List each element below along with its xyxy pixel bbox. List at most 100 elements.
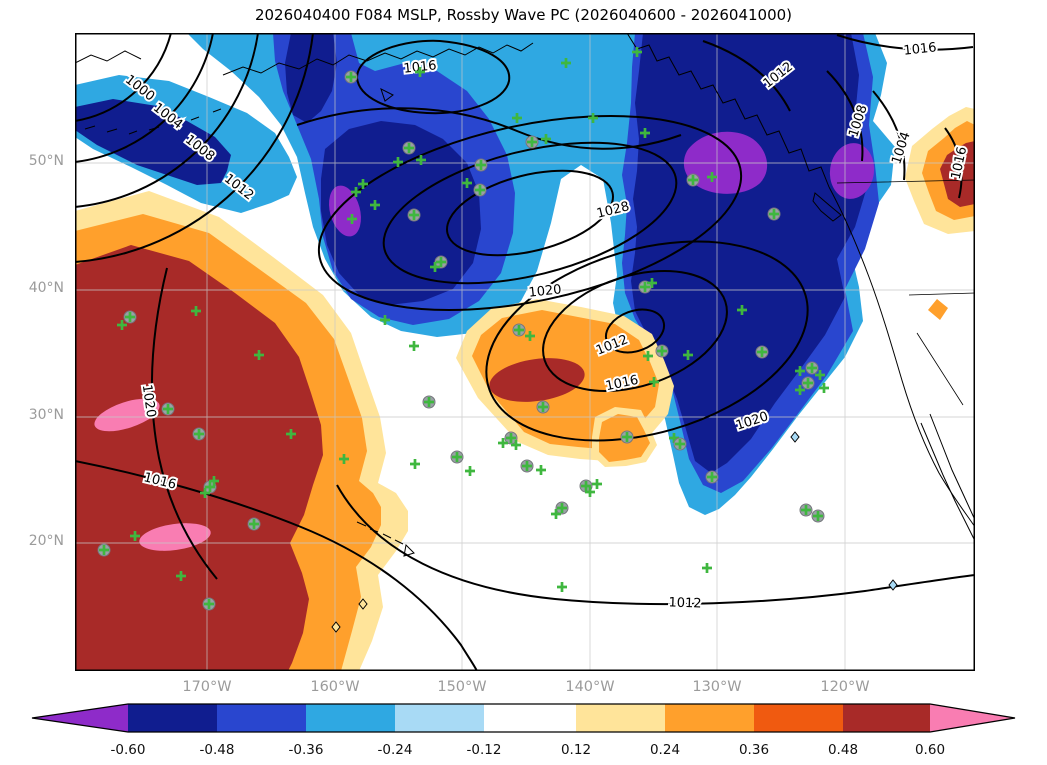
obs-marker-plus — [707, 172, 717, 182]
obs-marker-plus — [130, 531, 140, 541]
yellow-diamond-symbol — [331, 621, 341, 633]
colorbar-under-arrow — [32, 704, 128, 732]
contour-1000 — [75, 33, 172, 122]
x-tick-150w: 150°W — [437, 679, 487, 695]
obs-marker-plus — [683, 350, 693, 360]
map-plot: 1000100410081012101610281020101210161020… — [75, 33, 975, 671]
obs-marker-plus — [757, 347, 767, 357]
colorbar-segment — [843, 704, 930, 732]
colorbar-tick-label: -0.48 — [200, 742, 235, 758]
obs-marker-plus — [588, 113, 598, 123]
obs-marker-plus — [416, 155, 426, 165]
small-symbols-layer — [331, 431, 898, 633]
obs-marker-plus — [675, 439, 685, 449]
obs-marker-plus — [815, 370, 825, 380]
pc-positive-east-diamond — [928, 299, 948, 320]
x-tick-120w: 120°W — [820, 679, 870, 695]
markers-layer — [97, 47, 829, 611]
pc-positive-east-darkred — [940, 141, 975, 207]
obs-marker-plus — [769, 209, 779, 219]
obs-marker-plus — [380, 315, 390, 325]
colorbar-over-arrow — [930, 704, 1015, 732]
contour-1016-sw — [75, 460, 478, 671]
obs-marker-plus — [807, 363, 817, 373]
gridlines — [75, 33, 975, 671]
obs-marker-plus — [801, 505, 811, 515]
obs-marker-plus — [514, 325, 524, 335]
obs-marker-plus — [205, 482, 215, 492]
coastlines — [75, 33, 975, 557]
pc-negative-central-navy-arm — [285, 33, 337, 123]
cyan-diamond-symbol — [790, 431, 800, 443]
contour-1012-nw — [75, 33, 314, 263]
colorbar-outline — [31, 703, 1016, 733]
x-tick-160w: 160°W — [310, 679, 360, 695]
colorbar-segment — [484, 704, 576, 732]
obs-marker-plus — [657, 346, 667, 356]
obs-marker-plus — [117, 320, 127, 330]
obs-marker-plus — [819, 383, 829, 393]
colorbar-segment — [128, 704, 217, 732]
obs-marker-plus — [536, 465, 546, 475]
y-tick-50n: 50°N — [28, 153, 64, 169]
colorbar-tick-label: 0.24 — [650, 742, 680, 758]
contour-1008-ne — [826, 70, 864, 162]
obs-marker-plus — [436, 257, 446, 267]
obs-marker-plus — [191, 306, 201, 316]
obs-marker-plus — [647, 278, 657, 288]
colorbar-segment — [306, 704, 395, 732]
map-frame — [75, 33, 975, 671]
contour-1020-high — [317, 115, 743, 311]
colorbar-tick-label: 0.12 — [561, 742, 591, 758]
obs-marker-plus — [702, 563, 712, 573]
obs-marker-plus — [640, 128, 650, 138]
obs-marker-plus — [209, 476, 219, 486]
y-tick-30n: 30°N — [28, 407, 64, 423]
colorbar-segment — [395, 704, 484, 732]
obs-marker-plus — [632, 47, 642, 57]
obs-marker-plus — [465, 466, 475, 476]
obs-marker-plus — [511, 440, 521, 450]
obs-marker-plus — [551, 509, 561, 519]
obs-marker-plus — [452, 452, 462, 462]
fill-contours — [75, 33, 975, 671]
obs-marker-plus — [669, 433, 679, 443]
obs-marker-plus — [707, 472, 717, 482]
coast-baja — [920, 413, 975, 542]
chart-title: 2026040400 F084 MSLP, Rossby Wave PC (20… — [254, 6, 793, 24]
obs-marker-plus — [462, 178, 472, 188]
coast-west-coast — [828, 186, 975, 528]
contour-label: 1020 — [528, 282, 562, 300]
colorbar-tick-label: 0.36 — [739, 742, 769, 758]
obs-marker-plus — [163, 404, 173, 414]
obs-marker-plus — [125, 312, 135, 322]
colorbar: -0.60 -0.48 -0.36 -0.24 -0.12 0.12 0.24 0.36 0.4… — [31, 703, 1016, 758]
contour-1004-ne — [872, 90, 906, 181]
contour-1020-west — [151, 267, 218, 580]
obs-marker-plus — [803, 378, 813, 388]
obs-marker-plus — [522, 461, 532, 471]
obs-marker-plus — [476, 160, 486, 170]
obs-marker-plus — [475, 185, 485, 195]
obs-marker-plus — [622, 432, 632, 442]
contour-1016-east — [944, 127, 963, 199]
obs-marker-plus — [640, 282, 650, 292]
x-tick-130w: 130°W — [692, 679, 742, 695]
contour-label: 1012 — [668, 595, 702, 611]
obs-marker-plus — [346, 72, 356, 82]
obs-marker-plus — [194, 429, 204, 439]
obs-marker-plus — [737, 305, 747, 315]
coast-alaska — [222, 42, 534, 102]
colorbar-tick-label: -0.36 — [289, 742, 324, 758]
coast-vancouver-island — [812, 192, 842, 222]
obs-marker-plus — [249, 519, 259, 529]
colorbar-segment — [576, 704, 665, 732]
obs-marker-plus — [541, 134, 551, 144]
obs-marker-plus — [410, 459, 420, 469]
inland-borders — [836, 179, 975, 406]
obs-marker-plus — [176, 571, 186, 581]
contour-1016-ne — [836, 34, 974, 51]
obs-marker-plus — [370, 200, 380, 210]
colorbar-segment — [217, 704, 306, 732]
contour-top-open — [296, 107, 682, 150]
